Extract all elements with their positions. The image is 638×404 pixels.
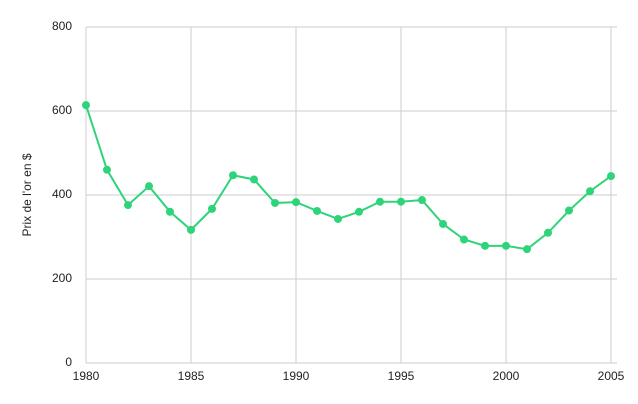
x-tick-label: 1995 (388, 369, 415, 383)
data-point (418, 196, 426, 205)
x-tick-label: 1985 (178, 369, 205, 383)
data-point (502, 241, 510, 250)
x-tick-label: 1980 (73, 369, 100, 383)
x-tick-label: 2005 (598, 369, 625, 383)
data-point (187, 225, 195, 234)
data-point (229, 171, 237, 180)
data-point (208, 204, 216, 213)
data-point (607, 172, 615, 181)
data-point (166, 207, 174, 216)
y-tick-label: 400 (52, 187, 72, 201)
x-tick-label: 1990 (283, 369, 310, 383)
data-point (313, 206, 321, 215)
y-tick-label: 0 (65, 355, 72, 369)
data-point (355, 207, 363, 216)
data-point (292, 198, 300, 207)
y-tick-label: 800 (52, 19, 72, 33)
data-point (544, 228, 552, 237)
data-point (145, 182, 153, 191)
y-tick-label: 200 (52, 271, 72, 285)
data-point (481, 241, 489, 250)
data-point (565, 206, 573, 215)
data-point (460, 235, 468, 244)
data-point (103, 165, 111, 174)
data-point (523, 245, 531, 254)
data-point (250, 175, 258, 184)
data-point (82, 101, 90, 110)
y-axis-label: Prix de l'or en $ (20, 153, 34, 236)
data-point (376, 197, 384, 206)
data-point (271, 198, 279, 207)
data-point (397, 197, 405, 206)
data-point (586, 187, 594, 196)
data-point (439, 219, 447, 228)
data-point (334, 214, 342, 223)
x-tick-label: 2000 (493, 369, 520, 383)
y-tick-label: 600 (52, 103, 72, 117)
data-line (85, 104, 612, 251)
data-point (124, 201, 132, 210)
